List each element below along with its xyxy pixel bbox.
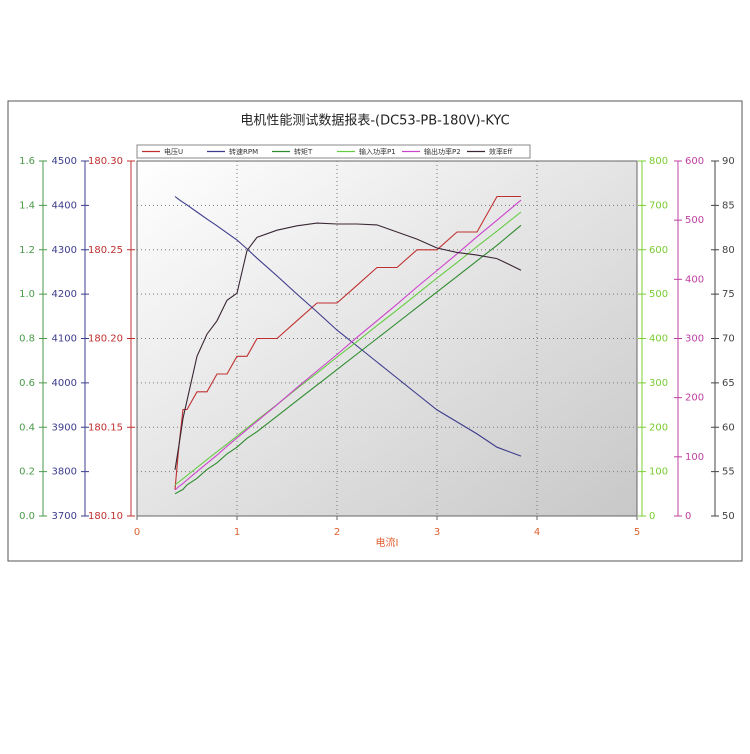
series-line	[174, 222, 522, 470]
y-tick-label: 0	[685, 511, 691, 522]
y-tick-label: 500	[649, 289, 668, 300]
x-tick-label: 4	[534, 527, 540, 538]
y-tick-label: 80	[722, 245, 735, 256]
y-tick-label: 500	[685, 215, 704, 226]
y-tick-label: 90	[722, 156, 735, 167]
y-tick-label: 4500	[52, 156, 77, 167]
y-tick-label: 600	[685, 156, 704, 167]
y-tick-label: 600	[649, 245, 668, 256]
y-tick-label: 4100	[52, 334, 77, 345]
y-tick-label: 75	[722, 289, 735, 300]
y-tick-label: 800	[649, 156, 668, 167]
legend-label: 输出功率P2	[424, 147, 461, 156]
y-tick-label: 180.20	[88, 334, 123, 345]
y-tick-label: 3900	[52, 422, 77, 433]
y-tick-label: 100	[649, 467, 668, 478]
y-tick-label: 400	[685, 274, 704, 285]
series-line	[174, 199, 522, 491]
x-axis-label: 电流I	[376, 536, 399, 549]
x-tick-label: 2	[334, 527, 340, 538]
y-tick-label: 4000	[52, 378, 77, 389]
legend-label: 转速RPM	[229, 147, 258, 156]
series-line	[174, 224, 522, 495]
y-tick-label: 200	[685, 393, 704, 404]
y-tick-label: 85	[722, 200, 735, 211]
y-tick-label: 4200	[52, 289, 77, 300]
y-tick-label: 4400	[52, 200, 77, 211]
y-tick-label: 3700	[52, 511, 77, 522]
x-tick-label: 3	[434, 527, 440, 538]
y-tick-label: 200	[649, 422, 668, 433]
y-tick-label: 0.0	[19, 511, 35, 522]
y-tick-label: 0.4	[19, 422, 35, 433]
x-tick-label: 0	[134, 527, 140, 538]
y-tick-label: 300	[649, 378, 668, 389]
y-tick-label: 0.8	[19, 334, 35, 345]
y-tick-label: 400	[649, 334, 668, 345]
y-tick-label: 700	[649, 200, 668, 211]
y-tick-label: 65	[722, 378, 735, 389]
legend-label: 效率Eff	[489, 147, 512, 156]
y-tick-label: 1.0	[19, 289, 35, 300]
y-tick-label: 180.15	[88, 422, 123, 433]
y-tick-label: 180.10	[88, 511, 123, 522]
y-tick-label: 100	[685, 452, 704, 463]
y-tick-label: 180.25	[88, 245, 123, 256]
y-tick-label: 1.6	[19, 156, 35, 167]
y-tick-label: 60	[722, 422, 735, 433]
y-tick-label: 55	[722, 467, 735, 478]
legend	[136, 144, 531, 159]
legend-label: 电压U	[164, 147, 183, 156]
y-tick-label: 1.4	[19, 200, 35, 211]
y-tick-label: 0.6	[19, 378, 35, 389]
x-tick-label: 1	[234, 527, 240, 538]
legend-label: 转矩T	[294, 147, 313, 156]
y-tick-label: 300	[685, 334, 704, 345]
y-tick-label: 3800	[52, 467, 77, 478]
y-tick-label: 180.30	[88, 156, 123, 167]
y-tick-label: 50	[722, 511, 735, 522]
y-tick-label: 0	[649, 511, 655, 522]
y-tick-label: 0.2	[19, 467, 35, 478]
series-line	[174, 195, 521, 490]
series-line	[174, 196, 522, 457]
y-tick-label: 1.2	[19, 245, 35, 256]
y-tick-label: 4300	[52, 245, 77, 256]
chart-title: 电机性能测试数据报表-(DC53-PB-180V)-KYC	[240, 114, 509, 129]
y-tick-label: 70	[722, 334, 735, 345]
x-tick-label: 5	[634, 527, 640, 538]
legend-label: 输入功率P1	[359, 147, 396, 156]
